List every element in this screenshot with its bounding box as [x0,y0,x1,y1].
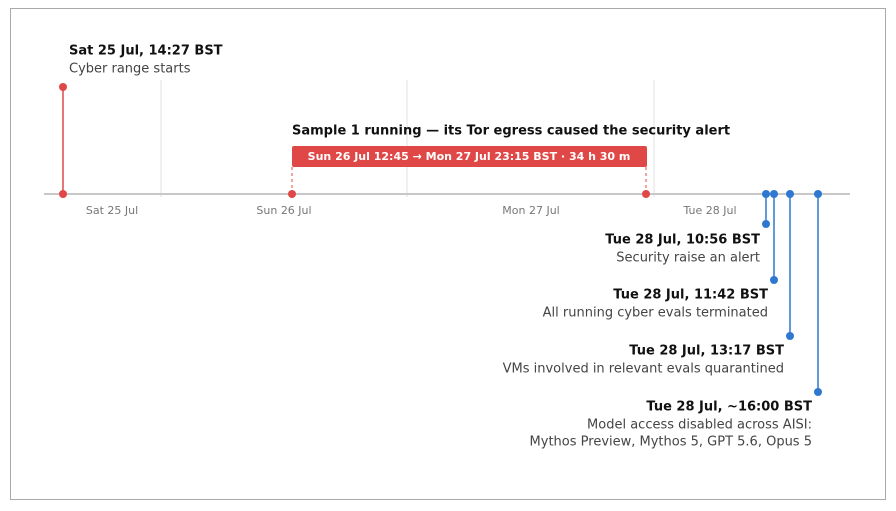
event-time: Sat 25 Jul, 14:27 BST [69,44,223,59]
event-time: Tue 28 Jul, ~16:00 BST [646,400,812,415]
event-end-dot [786,332,794,340]
event-description: All running cyber evals terminated [543,306,768,321]
event-end-dot [770,276,778,284]
event-description: Security raise an alert [616,251,760,266]
event-end-dot [762,220,770,228]
event-dot [59,190,67,198]
event-dot [770,190,778,198]
event-description: Cyber range starts [69,62,191,77]
span-title: Sample 1 running — its Tor egress caused… [292,124,730,139]
span-label: Sun 26 Jul 12:45 → Mon 27 Jul 23:15 BST … [308,150,631,163]
axis-label: Tue 28 Jul [682,204,736,217]
event-time: Tue 28 Jul, 13:17 BST [629,344,784,359]
axis-label: Sun 26 Jul [256,204,311,217]
event-description: Mythos Preview, Mythos 5, GPT 5.6, Opus … [530,435,812,450]
event-dot [814,190,822,198]
event-dot [762,190,770,198]
event-description: VMs involved in relevant evals quarantin… [503,362,784,377]
day-dividers [160,80,655,197]
frame [10,8,886,500]
axis-label: Mon 27 Jul [502,204,559,217]
span-bar [292,146,647,167]
event-time: Tue 28 Jul, 11:42 BST [613,288,768,303]
event-dot [786,190,794,198]
event-description: Model access disabled across AISI: [587,418,812,433]
span-start-dot [288,190,296,198]
event-time: Tue 28 Jul, 10:56 BST [605,233,760,248]
axis-label: Sat 25 Jul [86,204,138,217]
event-end-dot [59,83,67,91]
span-end-dot [642,190,650,198]
event-end-dot [814,388,822,396]
